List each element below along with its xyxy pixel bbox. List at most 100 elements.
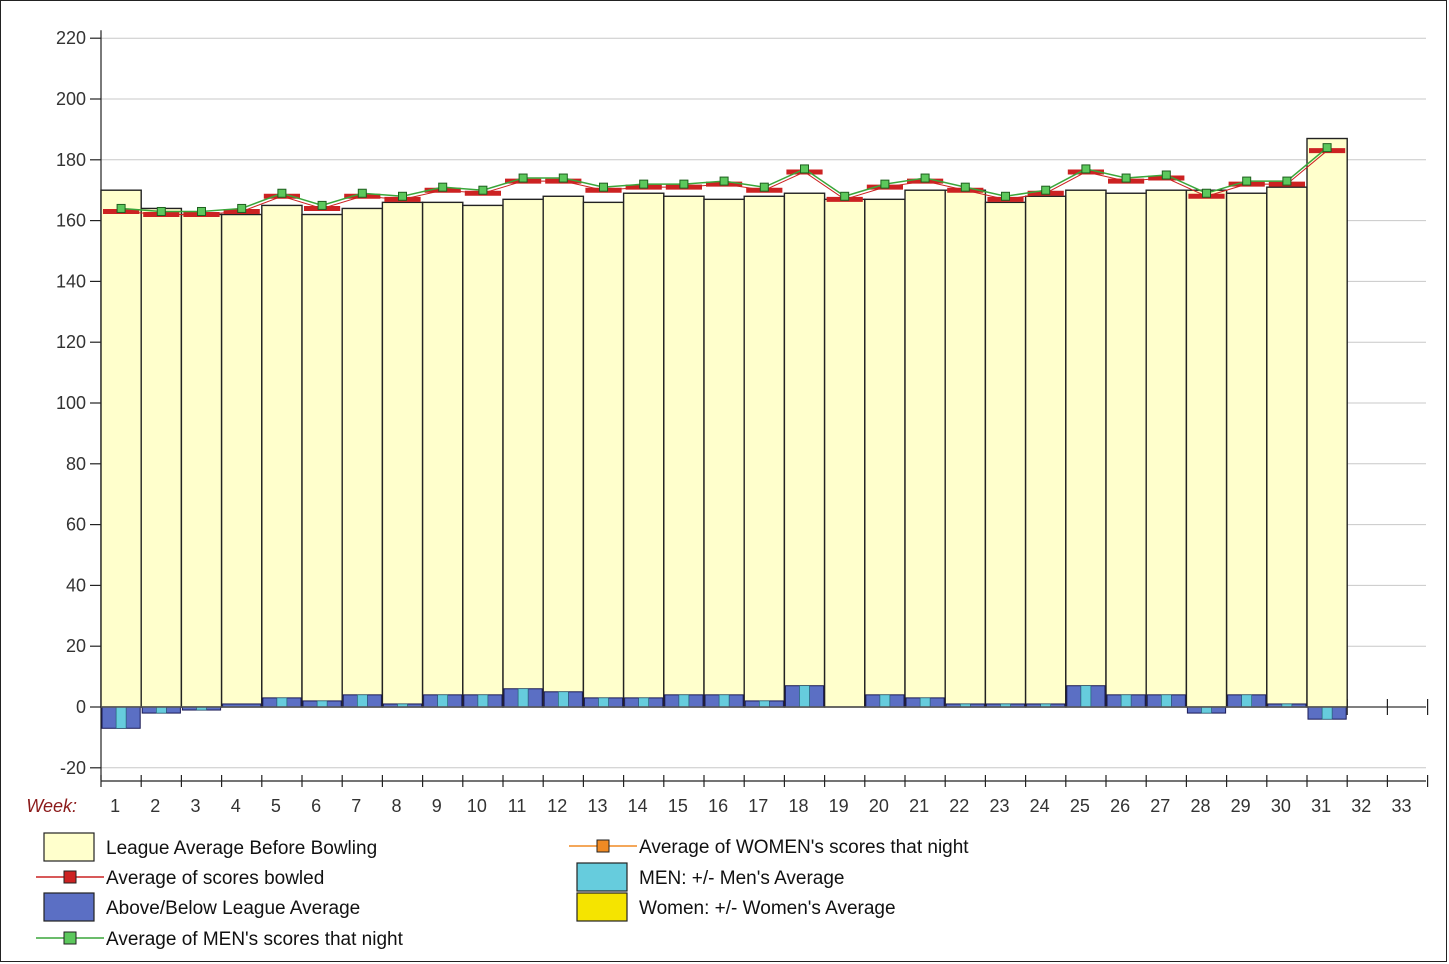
bar-men-deviation-week-18 xyxy=(799,685,810,708)
bar-league-avg-week-13 xyxy=(582,201,625,708)
bar-men-deviation-week-6 xyxy=(316,700,328,708)
legend-right-2-swatch xyxy=(576,892,628,922)
legend-right-0-swatch-marker xyxy=(596,839,610,853)
x-tick-label-week-24: 24 xyxy=(1030,796,1050,816)
bar-men-deviation-week-1 xyxy=(115,706,127,729)
marker-men-avg-week-2 xyxy=(156,206,166,216)
x-tick-label-week-13: 13 xyxy=(587,796,607,816)
y-tick-label-60: 60 xyxy=(66,515,86,535)
bar-league-avg-week-3 xyxy=(180,213,223,708)
y-tick-label-160: 160 xyxy=(56,211,86,231)
bar-league-avg-week-11 xyxy=(502,198,544,708)
bar-men-deviation-week-9 xyxy=(437,694,449,708)
legend-right-1-swatch xyxy=(576,862,628,892)
y-tick-label-220: 220 xyxy=(56,28,86,48)
bar-league-avg-week-8 xyxy=(381,201,424,708)
bar-men-deviation-week-25 xyxy=(1080,685,1092,708)
legend-left-0-swatch xyxy=(43,832,95,862)
bar-league-avg-week-1 xyxy=(100,189,142,708)
bar-men-deviation-week-28 xyxy=(1201,706,1212,714)
marker-men-avg-week-13 xyxy=(599,182,608,192)
legend-left-1-label: Average of scores bowled xyxy=(106,868,324,889)
bar-league-avg-week-4 xyxy=(220,213,263,708)
x-tick-label-week-16: 16 xyxy=(708,796,728,816)
bar-league-avg-week-16 xyxy=(703,198,745,708)
x-tick-label-week-18: 18 xyxy=(788,796,808,816)
marker-men-avg-week-20 xyxy=(880,179,890,189)
bar-men-deviation-week-12 xyxy=(557,691,569,708)
x-tick-label-week-14: 14 xyxy=(628,796,648,816)
bar-league-avg-week-6 xyxy=(301,213,343,708)
x-tick-label-week-5: 5 xyxy=(271,796,281,816)
marker-men-avg-week-23 xyxy=(1001,191,1010,201)
x-tick-label-week-27: 27 xyxy=(1150,796,1170,816)
marker-men-avg-week-5 xyxy=(277,188,287,198)
bar-league-avg-week-28 xyxy=(1185,189,1228,708)
bar-league-avg-week-15 xyxy=(663,195,705,708)
bar-men-deviation-week-31 xyxy=(1321,706,1333,720)
bar-men-deviation-week-10 xyxy=(477,694,489,708)
x-tick-label-week-15: 15 xyxy=(668,796,688,816)
x-tick-label-week-4: 4 xyxy=(231,796,241,816)
legend-left-1-swatch-marker xyxy=(63,870,77,884)
x-tick-label-week-28: 28 xyxy=(1190,796,1210,816)
y-tick-label-180: 180 xyxy=(56,150,86,170)
bar-men-deviation-week-29 xyxy=(1241,694,1252,708)
y-tick-label-80: 80 xyxy=(66,454,86,474)
marker-men-avg-week-24 xyxy=(1041,185,1051,195)
bar-league-avg-week-29 xyxy=(1225,192,1268,708)
legend-left-2-swatch xyxy=(43,892,95,922)
legend-right-2-label: Women: +/- Women's Average xyxy=(639,898,896,919)
x-tick-label-week-19: 19 xyxy=(829,796,849,816)
bar-men-deviation-week-14 xyxy=(638,697,650,708)
bar-men-deviation-week-26 xyxy=(1120,694,1132,708)
bar-league-avg-week-12 xyxy=(542,195,585,708)
x-tick-label-week-6: 6 xyxy=(311,796,321,816)
marker-men-avg-week-18 xyxy=(800,164,809,174)
bar-league-avg-week-26 xyxy=(1105,192,1147,708)
bar-league-avg-week-18 xyxy=(783,192,826,708)
x-tick-label-week-26: 26 xyxy=(1110,796,1130,816)
bar-league-avg-week-9 xyxy=(421,201,464,708)
bar-men-deviation-week-13 xyxy=(598,697,609,708)
x-tick-label-week-2: 2 xyxy=(150,796,160,816)
y-tick-label-40: 40 xyxy=(66,575,86,595)
legend-left-3-swatch-marker xyxy=(63,931,77,945)
marker-men-avg-week-21 xyxy=(920,173,930,183)
legend-left-2-label: Above/Below League Average xyxy=(106,898,360,919)
bar-league-avg-week-5 xyxy=(261,204,303,708)
x-tick-label-week-20: 20 xyxy=(869,796,889,816)
x-tick-label-week-31: 31 xyxy=(1311,796,1331,816)
bar-league-avg-week-2 xyxy=(140,207,183,708)
marker-men-avg-week-25 xyxy=(1081,164,1091,174)
marker-men-avg-week-4 xyxy=(237,203,247,213)
bar-men-deviation-week-11 xyxy=(517,688,529,708)
marker-men-avg-week-1 xyxy=(116,203,126,213)
x-tick-label-week-7: 7 xyxy=(351,796,361,816)
marker-men-avg-week-17 xyxy=(759,182,769,192)
marker-men-avg-week-6 xyxy=(317,200,327,210)
bar-men-deviation-week-7 xyxy=(356,694,368,708)
y-tick-label-20: 20 xyxy=(66,636,86,656)
bar-men-deviation-week-16 xyxy=(718,694,730,708)
bar-league-avg-week-10 xyxy=(462,204,504,708)
marker-men-avg-week-22 xyxy=(960,182,970,192)
bar-league-avg-week-31 xyxy=(1306,137,1348,708)
y-tick-label-100: 100 xyxy=(56,393,86,413)
bar-league-avg-week-23 xyxy=(984,201,1027,708)
marker-men-avg-week-30 xyxy=(1282,176,1292,186)
marker-men-avg-week-9 xyxy=(438,182,448,192)
y-tick-label-140: 140 xyxy=(56,271,86,291)
bar-league-avg-week-30 xyxy=(1266,186,1308,708)
bar-men-deviation-week-15 xyxy=(678,694,690,708)
bar-league-avg-week-25 xyxy=(1065,189,1107,708)
marker-men-avg-week-3 xyxy=(197,206,206,216)
x-tick-label-week-1: 1 xyxy=(110,796,120,816)
legend-left-0-label: League Average Before Bowling xyxy=(106,838,377,859)
x-tick-label-week-32: 32 xyxy=(1351,796,1371,816)
bar-league-avg-week-21 xyxy=(904,189,946,708)
marker-men-avg-week-10 xyxy=(478,185,488,195)
x-tick-label-week-17: 17 xyxy=(748,796,768,816)
x-tick-label-week-3: 3 xyxy=(190,796,200,816)
